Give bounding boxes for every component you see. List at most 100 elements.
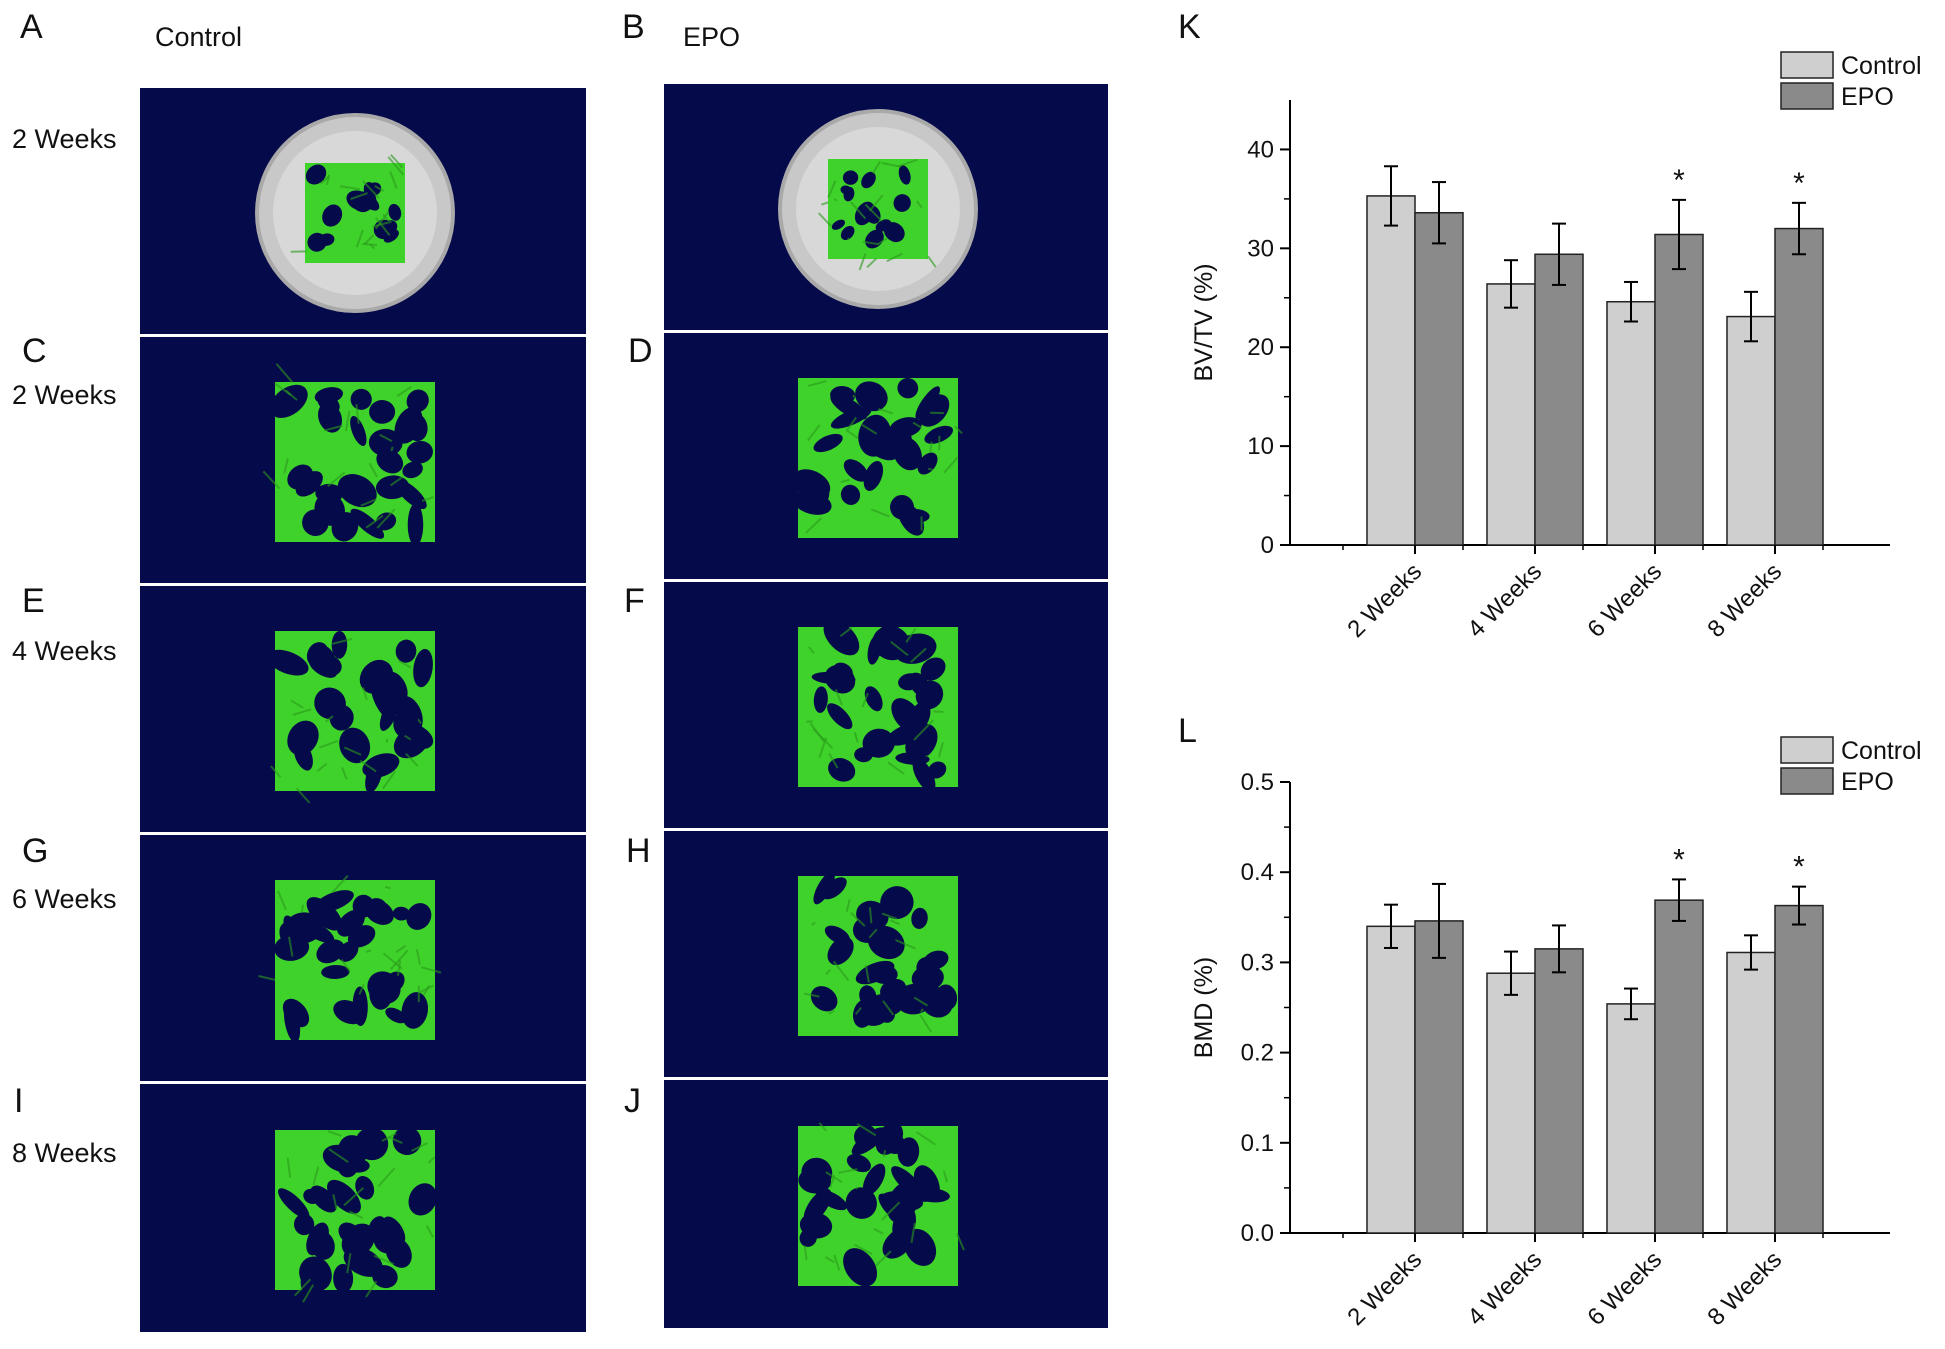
bvtv-y-tick-label: 40 xyxy=(1247,136,1274,163)
bmd-bar-epo-3 xyxy=(1654,899,1704,1234)
control-column-title: Control xyxy=(155,22,243,52)
trabecular-bone xyxy=(817,158,937,271)
bone-render xyxy=(664,333,1108,579)
bone-render xyxy=(664,831,1108,1077)
bvtv-error-bar xyxy=(1552,222,1566,286)
bmd-x-tick-label: 8 Weeks xyxy=(1702,1246,1787,1331)
bvtv-bar-epo-2 xyxy=(1534,253,1584,546)
panel-letter-i: I xyxy=(14,1082,24,1120)
trabecular-bone xyxy=(275,1126,437,1303)
micro-ct-image-i xyxy=(140,1084,586,1332)
bmd-legend-swatch-control xyxy=(1780,736,1834,764)
micro-ct-image-c xyxy=(140,337,586,583)
trabecular-bone xyxy=(798,871,958,1036)
bvtv-y-axis-label: BV/TV (%) xyxy=(1190,263,1218,381)
bone-render xyxy=(140,1084,586,1332)
bvtv-error-bar xyxy=(1744,290,1758,343)
bvtv-error-bar xyxy=(1792,201,1806,256)
trabecular-bone xyxy=(798,1122,965,1287)
panel-letter-c: C xyxy=(22,332,47,370)
bone-render xyxy=(664,1080,1108,1328)
micro-ct-image-b xyxy=(664,84,1108,330)
bvtv-legend-label-epo: EPO xyxy=(1841,83,1894,111)
bone-render xyxy=(664,84,1108,330)
panel-letter-e: E xyxy=(22,582,45,620)
bmd-error-bar xyxy=(1552,924,1566,974)
bvtv-y-tick-label: 20 xyxy=(1247,334,1274,361)
bone-render xyxy=(140,88,586,334)
epo-column-title: EPO xyxy=(683,22,741,52)
bvtv-bar-control-4 xyxy=(1726,315,1776,546)
panel-letter-a: A xyxy=(20,8,43,46)
panel-letter-g: G xyxy=(22,832,49,870)
bmd-bar-control-2 xyxy=(1486,972,1536,1234)
trabecular-bone xyxy=(267,631,435,804)
bmd-bar-epo-2 xyxy=(1534,948,1584,1234)
micro-ct-image-d xyxy=(664,333,1108,579)
panel-letter-h: H xyxy=(626,832,651,870)
bmd-y-axis-label: BMD (%) xyxy=(1190,957,1218,1058)
bvtv-legend-label-control: Control xyxy=(1841,52,1922,80)
bmd-bar-control-4 xyxy=(1726,951,1776,1234)
bmd-y-tick-label: 0.1 xyxy=(1241,1130,1274,1157)
panel-letter-f: F xyxy=(624,582,645,620)
row-label-6-weeks: 6 Weeks xyxy=(12,884,117,914)
bmd-x-tick-label: 6 Weeks xyxy=(1582,1246,1667,1331)
bmd-error-bar xyxy=(1384,903,1398,949)
micro-ct-image-f xyxy=(664,582,1108,828)
bvtv-error-bar xyxy=(1624,280,1638,323)
bvtv-significance-marker: * xyxy=(1673,164,1685,197)
bmd-bar-control-3 xyxy=(1606,1003,1656,1234)
bvtv-legend: Control EPO xyxy=(1780,51,1922,111)
bvtv-bar-epo-4 xyxy=(1774,227,1824,546)
bvtv-x-tick-label: 6 Weeks xyxy=(1582,558,1667,643)
bmd-x-tick-label: 2 Weeks xyxy=(1342,1246,1427,1331)
bmd-error-bar xyxy=(1624,987,1638,1021)
micro-ct-image-j xyxy=(664,1080,1108,1328)
trabecular-bone xyxy=(290,154,405,263)
bvtv-bar-epo-3 xyxy=(1654,233,1704,546)
bmd-y-tick-label: 0.2 xyxy=(1241,1040,1274,1067)
row-label-8-weeks: 8 Weeks xyxy=(12,1138,117,1168)
bone-render xyxy=(664,582,1108,828)
bmd-y-tick-label: 0.5 xyxy=(1241,769,1274,796)
bvtv-bar-control-2 xyxy=(1486,283,1536,546)
bmd-x-tick-label: 4 Weeks xyxy=(1462,1246,1547,1331)
bvtv-x-tick-label: 8 Weeks xyxy=(1702,558,1787,643)
panel-letter-b: B xyxy=(622,8,645,46)
bmd-y-tick-label: 0.4 xyxy=(1241,859,1274,886)
row-label-4-weeks: 4 Weeks xyxy=(12,636,117,666)
bvtv-bar-epo-1 xyxy=(1414,211,1464,546)
bvtv-y-tick-label: 10 xyxy=(1247,433,1274,460)
row-label-2-weeks-overview: 2 Weeks xyxy=(12,124,117,154)
trabecular-bone xyxy=(262,363,435,547)
micro-ct-image-e xyxy=(140,586,586,832)
bone-render xyxy=(140,835,586,1081)
panel-letter-j: J xyxy=(624,1082,641,1120)
bvtv-legend-swatch-control xyxy=(1780,51,1834,79)
bmd-bar-control-1 xyxy=(1366,925,1416,1234)
bmd-legend: Control EPO xyxy=(1780,736,1922,796)
bvtv-error-bar xyxy=(1504,259,1518,309)
bmd-error-bar xyxy=(1792,885,1806,926)
trabecular-bone xyxy=(791,377,963,538)
bvtv-x-tick-label: 4 Weeks xyxy=(1462,558,1547,643)
bvtv-error-bar xyxy=(1672,198,1686,271)
bmd-significance-marker: * xyxy=(1793,851,1805,884)
bmd-error-bar xyxy=(1672,878,1686,922)
bmd-error-bar xyxy=(1504,950,1518,996)
trabecular-bone xyxy=(798,619,958,792)
bmd-error-bar xyxy=(1432,882,1446,959)
bmd-significance-marker: * xyxy=(1673,843,1685,876)
bvtv-x-tick-label: 2 Weeks xyxy=(1342,558,1427,643)
panel-letter-d: D xyxy=(628,332,653,370)
bvtv-y-tick-label: 0 xyxy=(1261,532,1274,559)
bmd-legend-swatch-epo xyxy=(1780,767,1834,795)
bvtv-bar-control-1 xyxy=(1366,195,1416,546)
row-label-2-weeks: 2 Weeks xyxy=(12,380,117,410)
bvtv-error-bar xyxy=(1384,165,1398,227)
micro-ct-image-h xyxy=(664,831,1108,1077)
bmd-bar-epo-1 xyxy=(1414,920,1464,1234)
bv-tv-bar-chart: 0 10 20 30 40 BV/TV (%) 2 Weeks 4 Weeks * 6 Weeks… xyxy=(1190,51,1922,643)
panel-letter-l: L xyxy=(1178,712,1197,750)
